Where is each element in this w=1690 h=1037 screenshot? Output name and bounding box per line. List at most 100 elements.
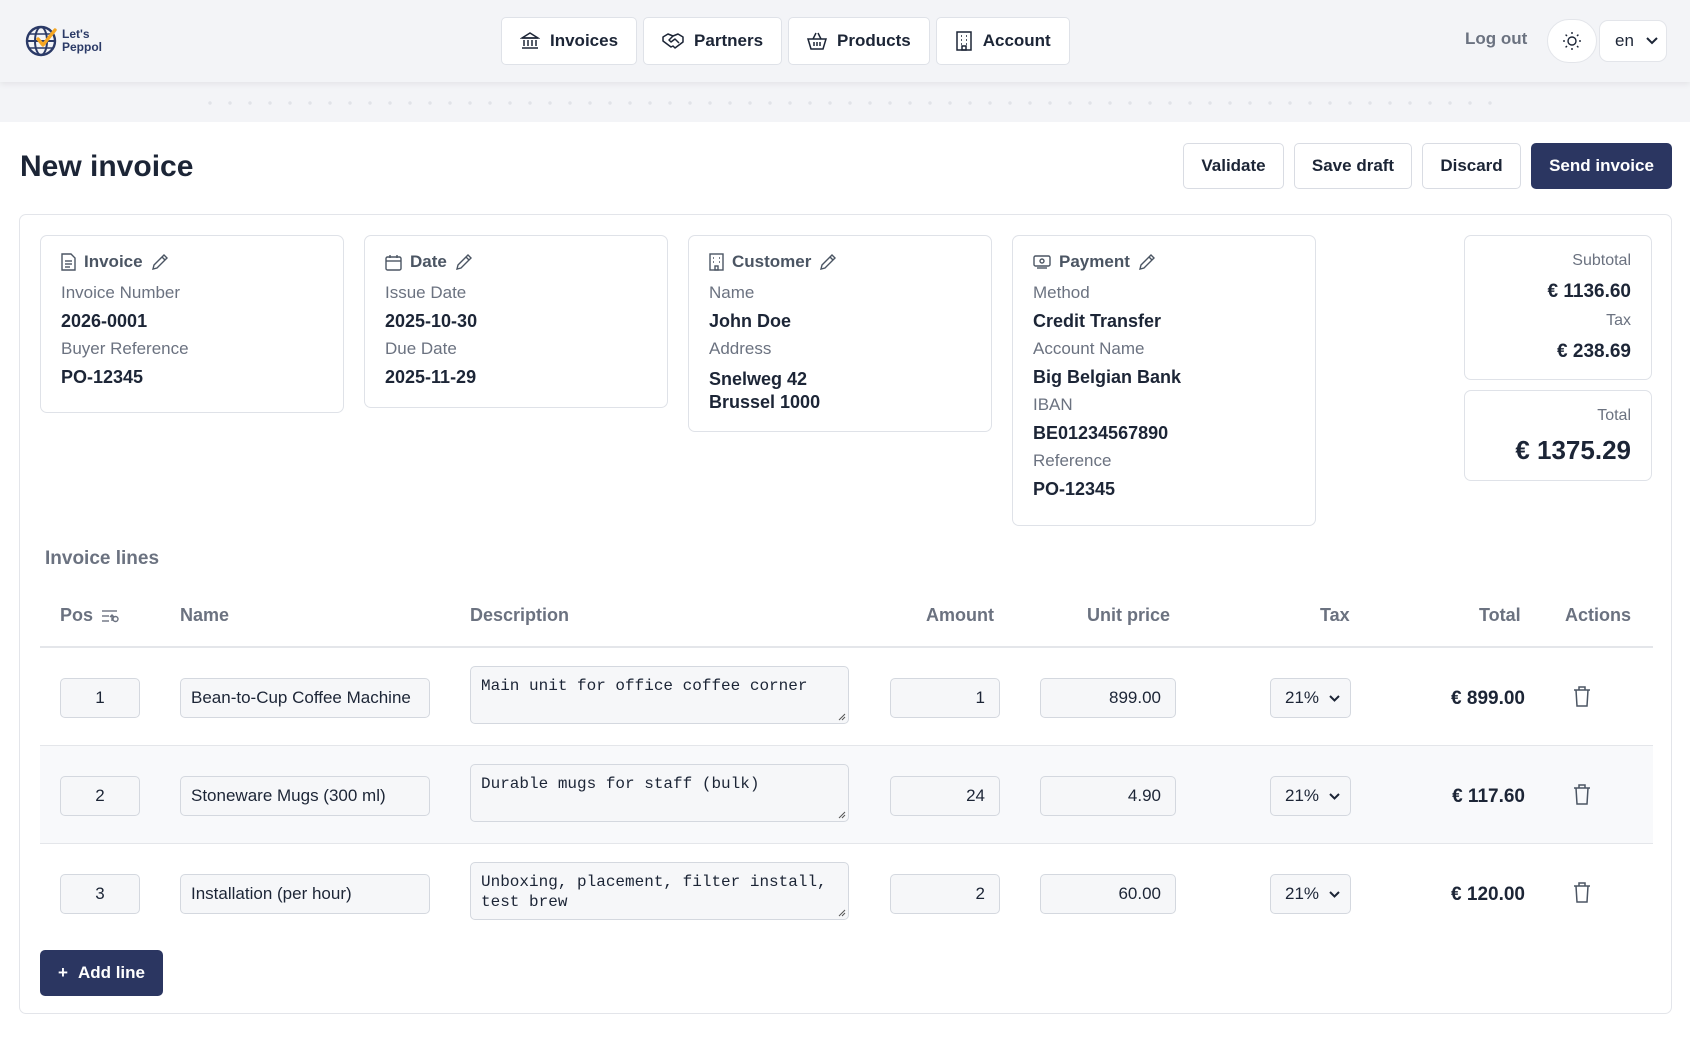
pos-input[interactable]: 1 bbox=[60, 678, 140, 718]
header-actions: Actions bbox=[1565, 605, 1632, 625]
unit-price-input[interactable]: 899.00 bbox=[1040, 678, 1176, 718]
unit-price-input[interactable]: 60.00 bbox=[1040, 874, 1176, 914]
tax-select[interactable]: 21% bbox=[1270, 776, 1351, 816]
invoice-card: Invoice Invoice Number 2026-0001 Buyer R… bbox=[40, 235, 344, 413]
buyer-reference-label: Buyer Reference bbox=[61, 339, 189, 358]
edit-icon[interactable] bbox=[1138, 253, 1156, 271]
tax-select-value: 21% bbox=[1285, 786, 1320, 805]
add-line-button[interactable]: + Add line bbox=[40, 950, 163, 996]
bank-icon bbox=[520, 32, 540, 49]
tax-select[interactable]: 21% bbox=[1270, 678, 1351, 718]
payment-icon bbox=[1033, 254, 1051, 269]
tax-select[interactable]: 21% bbox=[1270, 874, 1351, 914]
amount-input[interactable]: 1 bbox=[890, 678, 1000, 718]
header-pos[interactable]: Pos bbox=[60, 605, 119, 626]
edit-icon[interactable] bbox=[455, 253, 473, 271]
payment-card-header: Payment bbox=[1033, 252, 1295, 272]
nav-account-label: Account bbox=[982, 31, 1051, 50]
chevron-down-icon bbox=[1646, 37, 1658, 45]
customer-name-label: Name bbox=[709, 283, 755, 302]
customer-address-line-1: Snelweg 42 bbox=[709, 369, 808, 389]
nav-invoices[interactable]: Invoices bbox=[501, 17, 638, 65]
description-text: Durable mugs for staff (bulk) bbox=[481, 775, 760, 793]
building-icon bbox=[709, 253, 724, 271]
subtotal-card: Subtotal € 1136.60 Tax € 238.69 bbox=[1464, 235, 1652, 380]
total-label: Total bbox=[1597, 407, 1631, 424]
validate-button[interactable]: Validate bbox=[1183, 143, 1284, 189]
line-total: € 117.60 bbox=[1452, 786, 1525, 807]
due-date: 2025-11-29 bbox=[385, 367, 477, 387]
send-invoice-button[interactable]: Send invoice bbox=[1531, 143, 1672, 189]
line-total: € 899.00 bbox=[1451, 688, 1525, 709]
trash-icon[interactable] bbox=[1573, 784, 1591, 805]
save-draft-button[interactable]: Save draft bbox=[1294, 143, 1412, 189]
chevron-down-icon bbox=[1329, 694, 1340, 702]
building-icon bbox=[955, 31, 972, 51]
nav-partners[interactable]: Partners bbox=[643, 17, 783, 65]
tax-value: € 238.69 bbox=[1557, 341, 1631, 362]
header-divider bbox=[40, 646, 1653, 648]
pos-input[interactable]: 3 bbox=[60, 874, 140, 914]
invoice-panel: Invoice Invoice Number 2026-0001 Buyer R… bbox=[19, 214, 1672, 1014]
customer-name: John Doe bbox=[709, 311, 792, 331]
row-divider bbox=[40, 843, 1653, 844]
logout-link[interactable]: Log out bbox=[1465, 29, 1528, 48]
table-row: 2 Stoneware Mugs (300 ml) Durable mugs f… bbox=[40, 746, 1653, 844]
header-tax: Tax bbox=[1320, 605, 1350, 625]
invoice-card-title: Invoice bbox=[84, 252, 143, 271]
amount-input[interactable]: 24 bbox=[890, 776, 1000, 816]
calendar-icon bbox=[385, 254, 402, 271]
resize-grip-icon[interactable] bbox=[837, 908, 846, 917]
brand-logo[interactable]: Let's Peppol bbox=[24, 24, 102, 58]
payment-card-title: Payment bbox=[1059, 252, 1130, 271]
sort-icon[interactable] bbox=[101, 609, 119, 623]
discard-button[interactable]: Discard bbox=[1422, 143, 1521, 189]
brand-name: Let's Peppol bbox=[62, 28, 102, 54]
description-textarea[interactable]: Main unit for office coffee corner bbox=[470, 666, 849, 724]
subtotal-label: Subtotal bbox=[1572, 252, 1631, 269]
line-total: € 120.00 bbox=[1451, 884, 1525, 905]
row-divider bbox=[40, 745, 1653, 746]
date-card-title: Date bbox=[410, 252, 447, 271]
handshake-icon bbox=[662, 33, 684, 49]
invoice-number-label: Invoice Number bbox=[61, 283, 181, 302]
page-title: New invoice bbox=[20, 150, 194, 183]
iban-label: IBAN bbox=[1033, 395, 1073, 414]
plus-icon: + bbox=[58, 963, 68, 982]
subtotal-value: € 1136.60 bbox=[1547, 281, 1631, 302]
trash-icon[interactable] bbox=[1573, 686, 1591, 707]
edit-icon[interactable] bbox=[151, 253, 169, 271]
account-name-label: Account Name bbox=[1033, 339, 1145, 358]
name-input[interactable]: Installation (per hour) bbox=[180, 874, 430, 914]
resize-grip-icon[interactable] bbox=[837, 810, 846, 819]
payment-card: Payment Method Credit Transfer Account N… bbox=[1012, 235, 1316, 526]
name-input[interactable]: Stoneware Mugs (300 ml) bbox=[180, 776, 430, 816]
nav-products[interactable]: Products bbox=[788, 17, 930, 65]
customer-card: Customer Name John Doe Address Snelweg 4… bbox=[688, 235, 992, 432]
nav-products-label: Products bbox=[837, 31, 911, 50]
unit-price-input[interactable]: 4.90 bbox=[1040, 776, 1176, 816]
table-row: 3 Installation (per hour) Unboxing, plac… bbox=[40, 844, 1653, 942]
add-line-label: Add line bbox=[77, 963, 145, 982]
pos-input[interactable]: 2 bbox=[60, 776, 140, 816]
nav-account[interactable]: Account bbox=[935, 17, 1070, 65]
invoice-number: 2026-0001 bbox=[61, 311, 148, 331]
nav-partners-label: Partners bbox=[694, 31, 764, 50]
language-select[interactable]: en bbox=[1599, 20, 1667, 62]
due-date-label: Due Date bbox=[385, 339, 457, 358]
invoice-card-header: Invoice bbox=[61, 252, 323, 272]
language-value: en bbox=[1615, 31, 1634, 50]
trash-icon[interactable] bbox=[1573, 882, 1591, 903]
customer-address-label: Address bbox=[709, 339, 772, 358]
description-textarea[interactable]: Durable mugs for staff (bulk) bbox=[470, 764, 849, 822]
description-textarea[interactable]: Unboxing, placement, filter install, tes… bbox=[470, 862, 849, 920]
amount-input[interactable]: 2 bbox=[890, 874, 1000, 914]
edit-icon[interactable] bbox=[819, 253, 837, 271]
issue-date-label: Issue Date bbox=[385, 283, 467, 302]
date-card-header: Date bbox=[385, 252, 647, 272]
tax-select-value: 21% bbox=[1285, 884, 1320, 903]
document-icon bbox=[61, 253, 76, 271]
resize-grip-icon[interactable] bbox=[837, 712, 846, 721]
theme-toggle-button[interactable] bbox=[1547, 19, 1597, 63]
name-input[interactable]: Bean-to-Cup Coffee Machine bbox=[180, 678, 430, 718]
